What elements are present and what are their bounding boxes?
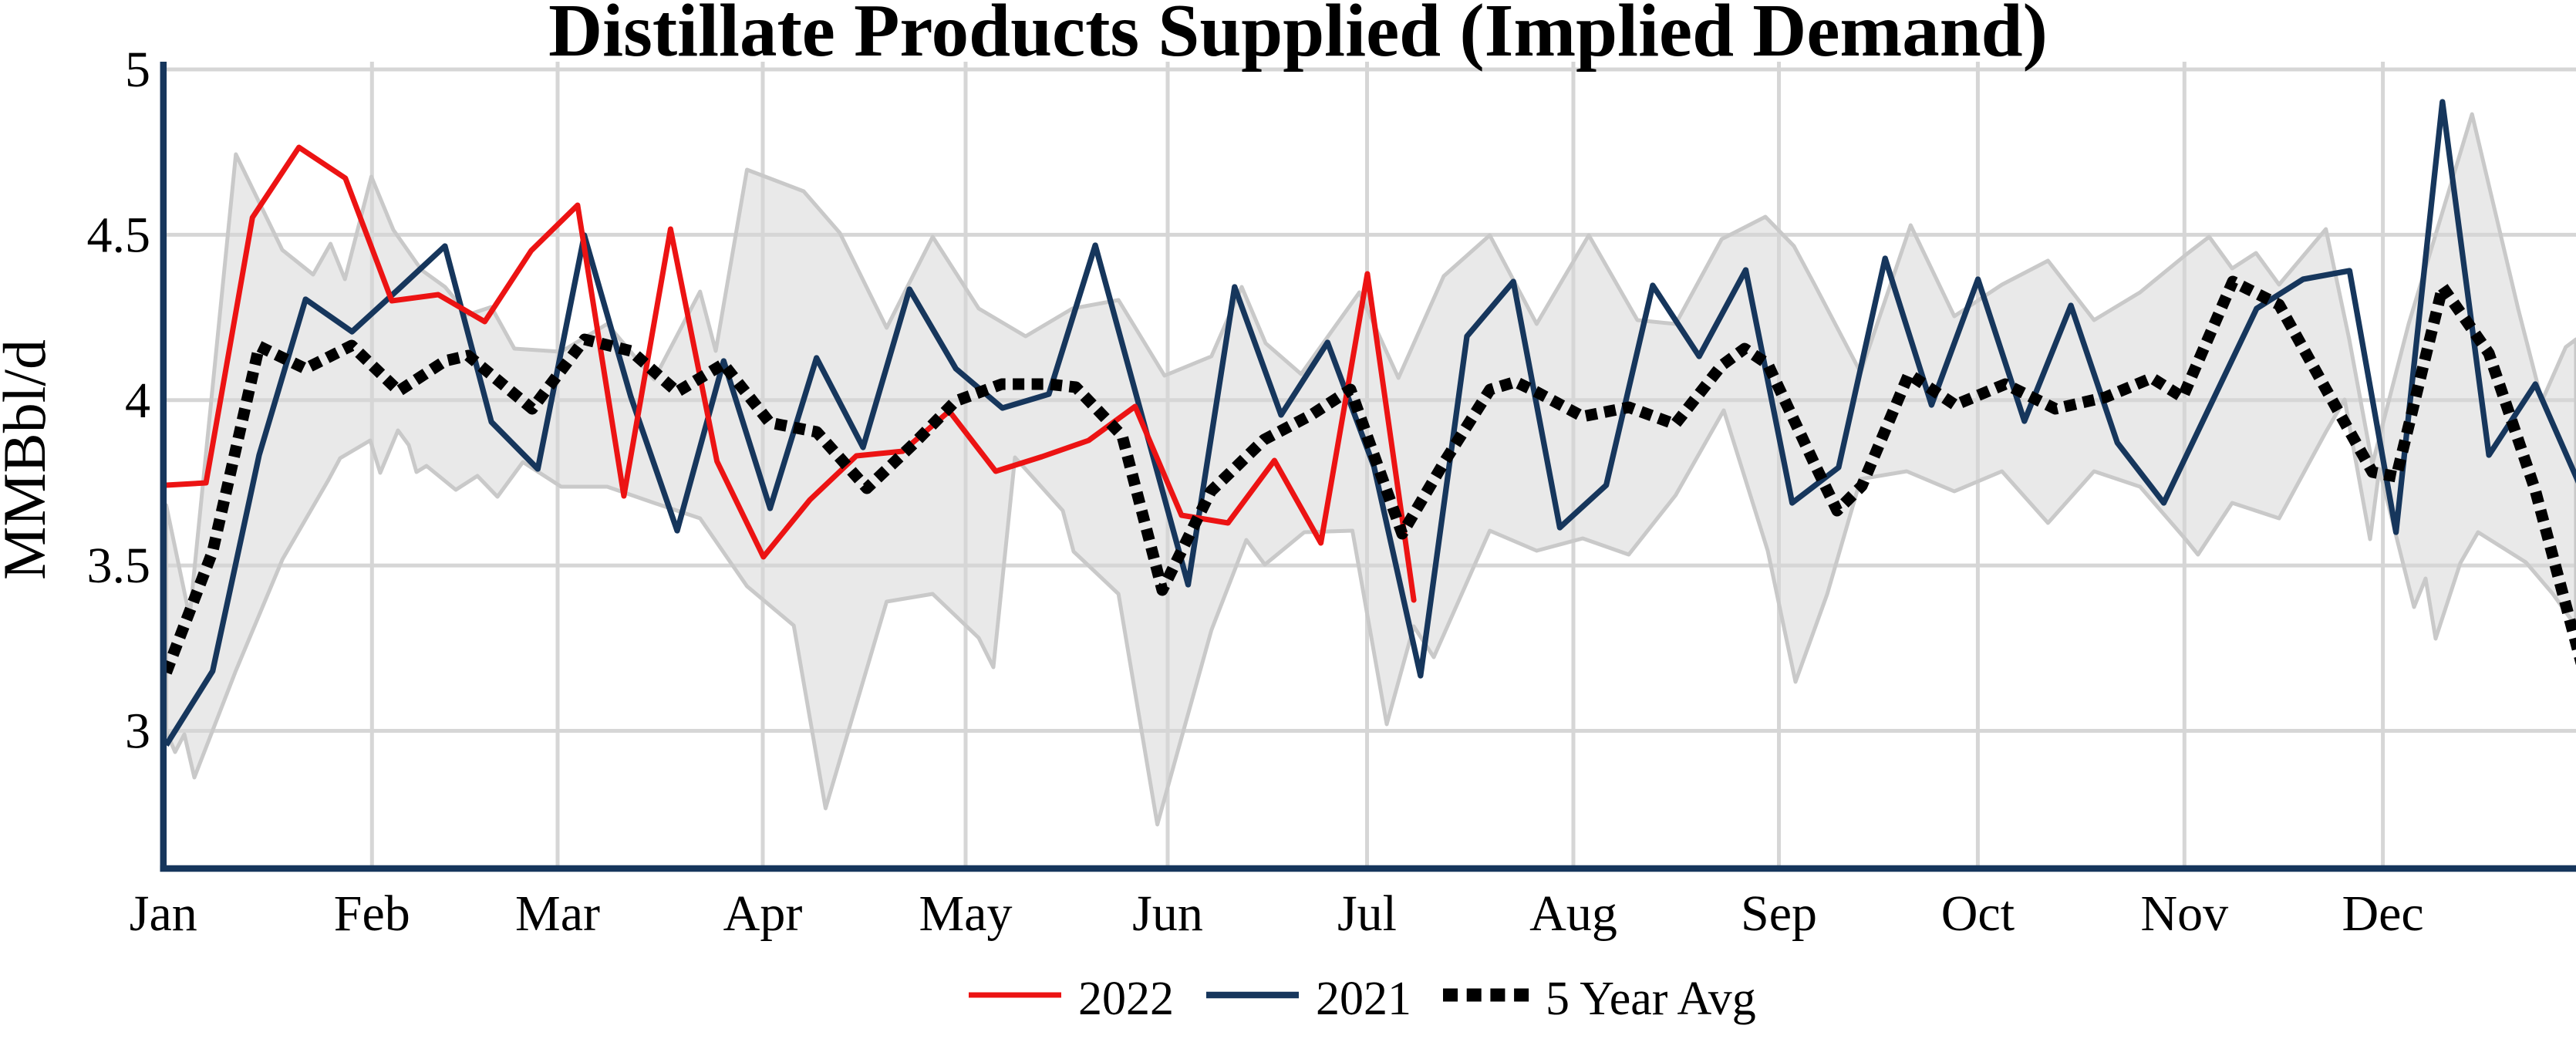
- svg-text:3.5: 3.5: [87, 538, 151, 594]
- svg-text:Jun: Jun: [1132, 885, 1203, 942]
- svg-text:4: 4: [125, 373, 150, 429]
- svg-text:Nov: Nov: [2140, 885, 2228, 942]
- svg-text:May: May: [919, 885, 1013, 942]
- svg-text:Sep: Sep: [1741, 885, 1817, 942]
- svg-text:5: 5: [125, 42, 150, 98]
- svg-text:2021: 2021: [1316, 973, 1411, 1025]
- svg-text:Mar: Mar: [515, 885, 600, 942]
- svg-text:4.5: 4.5: [87, 207, 151, 263]
- svg-text:Dec: Dec: [2342, 885, 2423, 942]
- svg-text:5 Year Avg: 5 Year Avg: [1546, 973, 1756, 1025]
- svg-text:Distillate Products Supplied (: Distillate Products Supplied (Implied De…: [548, 0, 2048, 72]
- svg-text:Jan: Jan: [130, 885, 197, 942]
- svg-text:Jul: Jul: [1337, 885, 1397, 942]
- svg-text:Oct: Oct: [1941, 885, 2015, 942]
- svg-text:Aug: Aug: [1529, 885, 1617, 942]
- svg-text:Apr: Apr: [723, 885, 803, 942]
- svg-text:3: 3: [125, 703, 150, 760]
- svg-text:MMBbl/d: MMBbl/d: [0, 339, 58, 580]
- svg-text:Feb: Feb: [334, 885, 410, 942]
- svg-text:2022: 2022: [1078, 973, 1174, 1025]
